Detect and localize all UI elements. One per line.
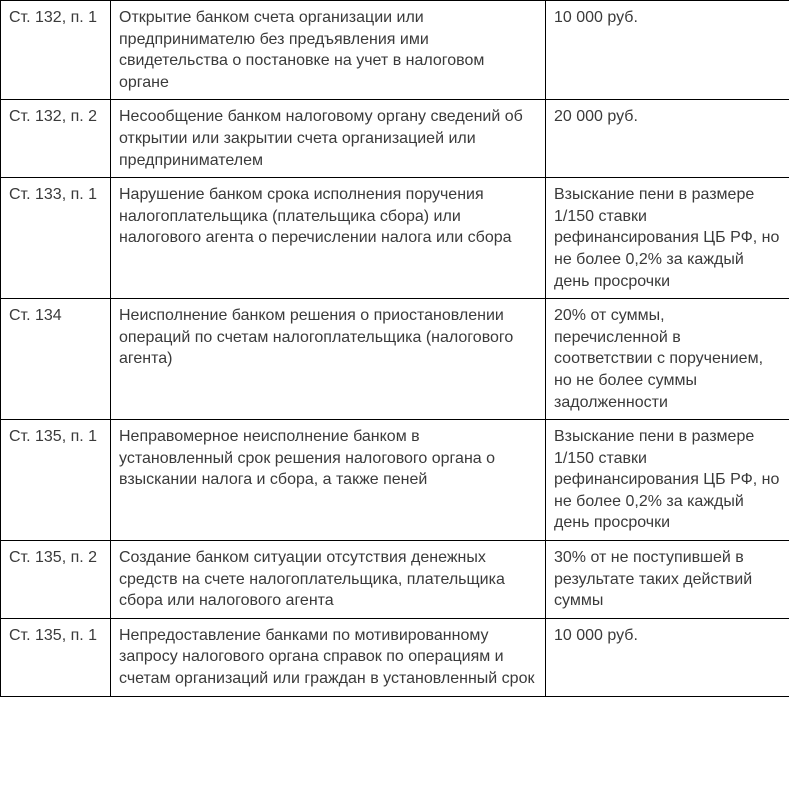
cell-penalty: 10 000 руб. — [546, 1, 789, 100]
table-row: Ст. 132, п. 2 Несообщение банком налогов… — [1, 100, 789, 178]
cell-article: Ст. 132, п. 2 — [1, 100, 111, 178]
table-row: Ст. 135, п. 1 Неправомерное неисполнение… — [1, 420, 789, 541]
cell-description: Нарушение банком срока исполнения поруче… — [111, 178, 546, 299]
cell-description: Непредоставление банками по мотивированн… — [111, 618, 546, 696]
cell-penalty: 10 000 руб. — [546, 618, 789, 696]
cell-description: Несообщение банком налоговому органу све… — [111, 100, 546, 178]
cell-penalty: Взыскание пени в размере 1/150 ставки ре… — [546, 178, 789, 299]
table-row: Ст. 135, п. 1 Непредоставление банками п… — [1, 618, 789, 696]
cell-article: Ст. 133, п. 1 — [1, 178, 111, 299]
cell-article: Ст. 135, п. 1 — [1, 420, 111, 541]
table-row: Ст. 133, п. 1 Нарушение банком срока исп… — [1, 178, 789, 299]
cell-article: Ст. 134 — [1, 299, 111, 420]
cell-article: Ст. 132, п. 1 — [1, 1, 111, 100]
penalties-table: Ст. 132, п. 1 Открытие банком счета орга… — [0, 0, 789, 697]
cell-description: Неисполнение банком решения о приостанов… — [111, 299, 546, 420]
cell-penalty: 30% от не поступившей в результате таких… — [546, 541, 789, 619]
table-row: Ст. 132, п. 1 Открытие банком счета орга… — [1, 1, 789, 100]
cell-article: Ст. 135, п. 2 — [1, 541, 111, 619]
cell-penalty: Взыскание пени в размере 1/150 ставки ре… — [546, 420, 789, 541]
cell-description: Открытие банком счета организации или пр… — [111, 1, 546, 100]
table-row: Ст. 135, п. 2 Создание банком ситуации о… — [1, 541, 789, 619]
cell-penalty: 20 000 руб. — [546, 100, 789, 178]
cell-description: Создание банком ситуации отсутствия дене… — [111, 541, 546, 619]
cell-penalty: 20% от суммы, перечисленной в соответств… — [546, 299, 789, 420]
page-container: Ст. 132, п. 1 Открытие банком счета орга… — [0, 0, 789, 697]
cell-description: Неправомерное неисполнение банком в уста… — [111, 420, 546, 541]
cell-article: Ст. 135, п. 1 — [1, 618, 111, 696]
table-row: Ст. 134 Неисполнение банком решения о пр… — [1, 299, 789, 420]
